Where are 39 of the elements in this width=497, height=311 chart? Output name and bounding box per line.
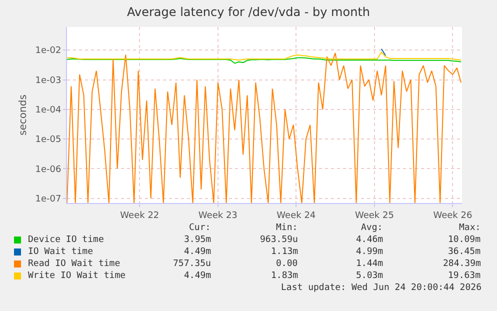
x-tick-label: Week 22 [120,210,160,221]
y-tick-label: 1e-04 [35,106,62,116]
y-tick-label: 1e-02 [35,46,62,56]
line-series [67,52,462,61]
y-tick-label: 1e-06 [35,164,62,175]
text: 3.95m [184,235,212,245]
text: Cur: [189,223,211,233]
text: 4.99m [356,247,384,257]
y-tick-label: 1e-07 [35,194,62,205]
legend-label: Read IO Wait time [28,259,120,269]
text: 1.83m [271,271,298,281]
x-tick-label: Week 25 [354,210,394,221]
text: Max: [459,223,481,233]
x-tick-label: Week 24 [276,210,316,221]
y-tick-label: 1e-03 [35,76,62,86]
x-tick-label: Week 23 [198,210,238,221]
text: 4.46m [356,235,384,245]
text: 1.13m [271,247,298,257]
text: 4.49m [184,271,212,281]
text: Last update: Wed Jun 24 20:00:44 2026 [281,283,482,293]
x-tick-label: Week 26 [433,210,472,221]
text: 5.03m [356,271,384,281]
y-axis-title: seconds [18,94,30,136]
text: Avg: [361,223,383,233]
text: 757.35u [173,259,211,269]
legend-label: Device IO time [28,235,104,245]
text: 36.45m [448,247,481,257]
text: 19.63m [448,271,481,281]
legend-label: IO Wait time [28,247,94,257]
text: 0.00 [276,259,298,269]
legend-label: Write IO Wait time [28,271,126,281]
text: 1.44m [356,259,384,269]
text: Min: [276,223,298,233]
text: 10.09m [448,235,481,245]
text: 284.39m [443,259,481,269]
chart-title: Average latency for /dev/vda - by month [127,5,370,20]
text: 4.49m [184,247,212,257]
text: 963.59u [260,235,298,245]
y-tick-label: 1e-05 [35,135,62,146]
